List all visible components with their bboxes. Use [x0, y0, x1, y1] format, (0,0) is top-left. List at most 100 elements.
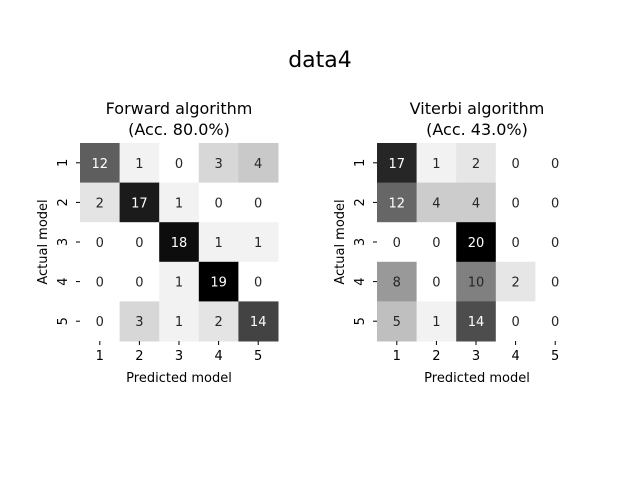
heatmap-viterbi-y-tick-label: 5 [353, 317, 368, 325]
heatmap-viterbi-cell-r4-c2 [416, 261, 457, 302]
heatmap-viterbi-x-label: Predicted model [424, 371, 530, 386]
heatmap-viterbi-cell-label-r3-c1: 0 [393, 236, 401, 251]
heatmap-viterbi-x-tick-label: 1 [393, 349, 401, 364]
heatmap-forward-cell-label-r3-c3: 18 [171, 236, 188, 251]
heatmap-viterbi-cell-label-r5-c2: 1 [432, 315, 440, 330]
heatmap-forward-cell-label-r1-c2: 1 [135, 157, 143, 172]
heatmap-viterbi-cell-label-r5-c3: 14 [468, 315, 485, 330]
heatmap-forward-cell-r4-c5 [238, 261, 279, 302]
heatmap-forward-cell-r2-c3 [159, 182, 200, 223]
heatmap-viterbi-cell-r1-c4 [495, 143, 536, 184]
heatmap-forward-cell-r2-c5 [238, 182, 279, 223]
heatmap-forward-y-tick-label: 2 [56, 198, 71, 206]
heatmap-forward-cell-r4-c1 [80, 261, 121, 302]
heatmap-viterbi-y-tick-label: 2 [353, 198, 368, 206]
heatmap-forward-cell-label-r5-c5: 14 [250, 315, 267, 330]
heatmap-forward-cell-label-r3-c5: 1 [254, 236, 262, 251]
heatmap-forward-cell-label-r1-c5: 4 [254, 157, 262, 172]
heatmap-viterbi-cell-label-r1-c3: 2 [472, 157, 480, 172]
heatmap-forward-cell-r3-c5 [238, 222, 279, 263]
heatmap-forward-y-tick-label: 1 [56, 159, 71, 167]
heatmap-forward-cell-label-r3-c4: 1 [214, 236, 222, 251]
heatmap-viterbi-cell-r4-c4 [495, 261, 536, 302]
heatmap-forward-cell-label-r1-c3: 0 [175, 157, 183, 172]
heatmap-viterbi-x-tick-label: 2 [432, 349, 440, 364]
heatmap-viterbi-cell-label-r2-c5: 0 [551, 196, 559, 211]
heatmap-viterbi-cell-label-r3-c4: 0 [511, 236, 519, 251]
heatmap-viterbi-cell-r3-c5 [535, 222, 576, 263]
heatmap-viterbi-title-line2: (Acc. 43.0%) [426, 120, 528, 139]
heatmap-viterbi-cell-r4-c3 [456, 261, 497, 302]
heatmap-viterbi-cell-r2-c3 [456, 182, 497, 223]
heatmap-forward-cell-label-r1-c1: 12 [92, 157, 109, 172]
heatmap-forward-cell-r1-c2 [119, 143, 160, 184]
heatmap-forward-cell-r4-c4 [198, 261, 239, 302]
heatmap-viterbi-cell-r1-c5 [535, 143, 576, 184]
heatmap-viterbi-x-tick-label: 5 [551, 349, 559, 364]
heatmap-forward-cell-label-r4-c4: 19 [210, 276, 227, 291]
heatmap-viterbi-cells: 17 1 2 0 012 4 4 0 00 0 20 0 08 0 10 2 05 1 14 0 0 [377, 143, 576, 342]
heatmap-viterbi-cell-r5-c1 [377, 301, 418, 342]
heatmap-forward-cell-label-r2-c3: 1 [175, 196, 183, 211]
heatmap-forward-x-ticks: 1 2 3 4 5 [96, 341, 262, 364]
heatmap-forward-cell-r1-c1 [80, 143, 121, 184]
heatmap-viterbi-cell-r5-c4 [495, 301, 536, 342]
heatmap-forward-cell-r3-c2 [119, 222, 160, 263]
heatmap-forward-cell-r1-c5 [238, 143, 279, 184]
heatmap-viterbi-cell-label-r1-c1: 17 [389, 157, 406, 172]
heatmap-forward: Forward algorithm (Acc. 80.0%) 12 1 0 3 42 17… [36, 99, 279, 386]
heatmap-forward-cell-r3-c1 [80, 222, 121, 263]
heatmap-forward-x-tick-label: 2 [135, 349, 143, 364]
heatmap-viterbi-cell-r2-c4 [495, 182, 536, 223]
heatmap-forward-cell-r2-c2 [119, 182, 160, 223]
heatmap-viterbi-cell-r1-c3 [456, 143, 497, 184]
heatmap-forward-cell-label-r2-c1: 2 [96, 196, 104, 211]
heatmap-forward-cell-r4-c2 [119, 261, 160, 302]
heatmap-forward-cell-label-r4-c3: 1 [175, 276, 183, 291]
heatmap-viterbi-cell-label-r4-c3: 10 [468, 276, 485, 291]
heatmap-forward-cell-label-r4-c5: 0 [254, 276, 262, 291]
heatmap-viterbi-x-ticks: 1 2 3 4 5 [393, 341, 559, 364]
heatmap-viterbi-x-tick-label: 4 [511, 349, 519, 364]
heatmap-forward-cell-r3-c3 [159, 222, 200, 263]
heatmap-forward-y-tick-label: 5 [56, 317, 71, 325]
heatmap-forward-cell-r2-c4 [198, 182, 239, 223]
heatmap-viterbi-cell-r3-c3 [456, 222, 497, 263]
heatmap-viterbi-cell-r5-c2 [416, 301, 457, 342]
heatmap-forward-cell-label-r3-c2: 0 [135, 236, 143, 251]
heatmap-forward-cell-r5-c2 [119, 301, 160, 342]
heatmap-viterbi-cell-label-r2-c4: 0 [511, 196, 519, 211]
heatmap-forward-x-tick-label: 5 [254, 349, 262, 364]
heatmap-viterbi-y-label: Actual model [333, 199, 348, 284]
heatmap-viterbi-cell-label-r5-c5: 0 [551, 315, 559, 330]
heatmap-viterbi-cell-label-r1-c4: 0 [511, 157, 519, 172]
heatmap-forward-x-label: Predicted model [126, 371, 232, 386]
heatmap-viterbi-cell-label-r4-c5: 0 [551, 276, 559, 291]
heatmap-forward-cell-label-r5-c1: 0 [96, 315, 104, 330]
heatmap-viterbi-cell-label-r4-c2: 0 [432, 276, 440, 291]
heatmap-viterbi-cell-label-r3-c2: 0 [432, 236, 440, 251]
heatmap-forward-cell-label-r2-c4: 0 [214, 196, 222, 211]
heatmap-viterbi-cell-r2-c1 [377, 182, 418, 223]
heatmap-viterbi-cell-r3-c4 [495, 222, 536, 263]
heatmap-viterbi-cell-label-r2-c3: 4 [472, 196, 480, 211]
heatmap-forward-cell-r5-c5 [238, 301, 279, 342]
heatmap-viterbi-cell-r3-c1 [377, 222, 418, 263]
heatmap-viterbi-cell-label-r3-c5: 0 [551, 236, 559, 251]
heatmap-forward-cell-r2-c1 [80, 182, 121, 223]
heatmap-viterbi: Viterbi algorithm (Acc. 43.0%) 17 1 2 0 012 4… [333, 99, 576, 386]
heatmap-viterbi-cell-r4-c5 [535, 261, 576, 302]
heatmap-forward-cell-label-r5-c3: 1 [175, 315, 183, 330]
heatmap-forward-cell-r5-c1 [80, 301, 121, 342]
heatmap-forward-cell-r3-c4 [198, 222, 239, 263]
heatmap-forward-y-tick-label: 3 [56, 238, 71, 246]
heatmap-viterbi-cell-r2-c2 [416, 182, 457, 223]
heatmap-viterbi-y-tick-label: 3 [353, 238, 368, 246]
heatmap-forward-cell-label-r4-c2: 0 [135, 276, 143, 291]
heatmap-forward-title-line1: Forward algorithm [106, 99, 253, 118]
heatmap-forward-cell-r5-c4 [198, 301, 239, 342]
heatmap-viterbi-y-tick-label: 4 [353, 277, 368, 285]
heatmap-forward-cell-label-r1-c4: 3 [214, 157, 222, 172]
heatmap-forward-cell-label-r2-c5: 0 [254, 196, 262, 211]
